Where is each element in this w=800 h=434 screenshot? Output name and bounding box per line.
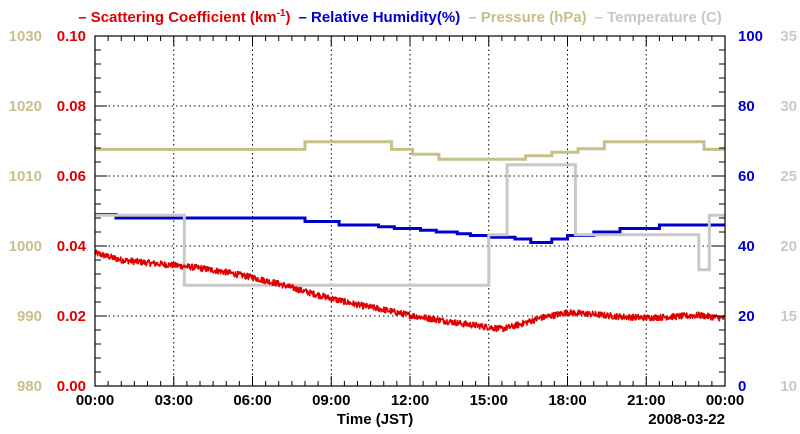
scattering-tick-label: 0.08 (57, 98, 86, 115)
scattering-tick-label: 0.10 (57, 28, 86, 45)
legend-label: – Pressure (hPa) (468, 9, 586, 26)
series-line (95, 163, 725, 287)
legend-label: – Scattering Coefficient (km-1) (78, 8, 290, 26)
legend-label: – Temperature (C) (595, 9, 722, 26)
pressure-tick-label: 980 (17, 378, 42, 395)
x-tick-label: 21:00 (627, 392, 665, 409)
x-tick-label: 15:00 (470, 392, 508, 409)
axis-ticks (94, 35, 726, 387)
x-tick-label: 00:00 (706, 392, 744, 409)
x-tick-label: 09:00 (312, 392, 350, 409)
x-tick-label: 00:00 (76, 392, 114, 409)
pressure-tick-label: 990 (17, 308, 42, 325)
temperature-tick-label: 35 (780, 28, 797, 45)
legend-item: – Scattering Coefficient (km-1) (78, 8, 290, 26)
pressure-tick-label: 1000 (9, 238, 42, 255)
temperature-tick-label: 30 (780, 98, 797, 115)
temperature-tick-label: 20 (780, 238, 797, 255)
humidity-tick-label: 0 (738, 378, 746, 395)
humidity-tick-label: 40 (738, 238, 755, 255)
scattering-tick-label: 0.06 (57, 168, 86, 185)
x-tick-label: 18:00 (548, 392, 586, 409)
humidity-tick-label: 80 (738, 98, 755, 115)
humidity-tick-label: 20 (738, 308, 755, 325)
x-tick-label: 06:00 (233, 392, 271, 409)
scattering-tick-label: 0.00 (57, 378, 86, 395)
x-tick-label: 12:00 (391, 392, 429, 409)
pressure-tick-label: 1020 (9, 98, 42, 115)
series-line (95, 213, 725, 244)
date-label: 2008-03-22 (648, 411, 725, 428)
scattering-tick-label: 0.02 (57, 308, 86, 325)
series-line (94, 249, 726, 333)
grid (95, 36, 725, 386)
x-tick-label: 03:00 (155, 392, 193, 409)
scattering-tick-label: 0.04 (57, 238, 87, 255)
chart-legend: – Scattering Coefficient (km-1) – Relativ… (78, 8, 722, 26)
pressure-tick-label: 1010 (9, 168, 42, 185)
pressure-tick-label: 1030 (9, 28, 42, 45)
series-line (95, 140, 725, 161)
legend-item: – Temperature (C) (595, 9, 722, 26)
series-layer (94, 140, 726, 333)
temperature-tick-label: 15 (780, 308, 797, 325)
humidity-tick-label: 100 (738, 28, 763, 45)
x-axis-title: Time (JST) (337, 411, 413, 428)
temperature-tick-label: 25 (780, 168, 797, 185)
legend-label: – Relative Humidity(%) (299, 9, 461, 26)
humidity-tick-label: 60 (738, 168, 755, 185)
axis-labels: 00:00 03:00 06:00 09:00 12:00 15:00 18:00 21:00… (9, 28, 797, 409)
legend-item: – Relative Humidity(%) (299, 9, 461, 26)
legend-item: – Pressure (hPa) (468, 9, 586, 26)
temperature-tick-label: 10 (780, 378, 797, 395)
